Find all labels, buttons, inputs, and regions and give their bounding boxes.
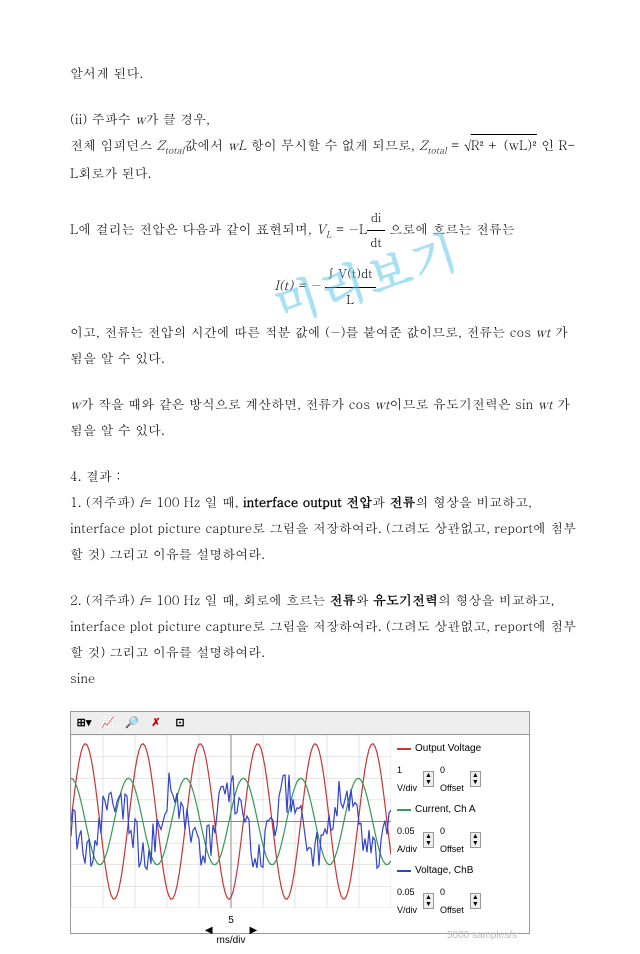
formula-it: I(t) = − ∫ V(t)dtL [70,262,580,312]
question-2: 2. (저주파) f= 100 Hz 일 때, 회로에 흐르는 전류와 유도기전… [70,587,580,691]
text: 이고, 전류는 전압의 시간에 따른 적분 값에 (−)를 붙여준 값이므로, … [70,322,535,341]
toolbar-graph-icon[interactable]: 📈 [99,714,117,732]
legend-label: Voltage, ChB [415,861,473,881]
bold-1: interface output 전압 [243,492,372,511]
var-w: w [70,394,81,413]
var-z2: Ztotal [419,135,447,154]
bold-2: 전류 [390,492,416,511]
legend-swatch-icon [397,748,411,750]
legend: Output Voltage 1V/div ▲▼ 0Offset ▲▼ Curr… [391,735,529,933]
text: 으로에 흐르는 전류는 [385,219,515,238]
text: 2. (저주파) [70,590,139,609]
toolbar-fit-icon[interactable]: ⊡ [171,714,189,732]
text: 과 [372,492,389,511]
samples-label: 5000 samples/s [397,924,523,948]
var-wt: wt [374,394,389,413]
legend-swatch-icon [397,809,411,811]
text: 가 작을 때와 같은 방식으로 계산하면, 전류가 cos [81,394,375,413]
plot-wrap: ◀ 5ms/div ▶ [71,735,391,933]
frac-didt: didt [367,206,385,256]
legend-item: Current, Ch A 0.05A/div ▲▼ 0Offset ▲▼ [397,800,523,858]
legend-item: Voltage, ChB 0.05V/div ▲▼ 0Offset ▲▼ [397,861,523,919]
var-wl: wL [228,135,247,154]
chart-toolbar: ⊞▾ 📈 🔎 ✗ ⊡ [70,711,530,734]
text: 전체 임피던스 [70,135,157,154]
chart-area: ◀ 5ms/div ▶ Output Voltage 1V/div ▲▼ 0Of… [70,734,530,934]
text: 와 [356,590,373,609]
text: 항이 무시할 수 없게 되므로, [246,135,419,154]
arrow-right-icon[interactable]: ▶ [249,921,257,941]
var-vl: VL [316,219,332,238]
toolbar-layout-icon[interactable]: ⊞▾ [75,714,93,732]
var-z: Ztotal [157,135,185,154]
xaxis-unit: ms/div [217,935,246,946]
para-3: L에 걸리는 전압은 다음과 같이 표현되며, VL = −Ldidt 으로에 … [70,206,580,371]
stepper[interactable]: ▲▼ [470,832,481,848]
section-4: 4. 결과 : 1. (저주파) f= 100 Hz 일 때, interfac… [70,463,580,567]
xaxis-value: 5 [228,915,234,926]
text: (ii) 주파수 [70,109,135,128]
eq: = [447,135,464,154]
legend-label: Current, Ch A [415,800,476,820]
text: = −L [332,219,368,238]
text: = 100 Hz 일 때, [144,492,243,511]
bold-4: 유도기전력 [373,590,438,609]
text: L에 걸리는 전압은 다음과 같이 표현되며, [70,219,316,238]
stepper[interactable]: ▲▼ [470,893,481,909]
sqrt-expr: R² + (wL)² [471,135,537,154]
text: 1. (저주파) [70,492,139,511]
var-wt2: wt [537,394,552,413]
arrow-left-icon[interactable]: ◀ [205,921,213,941]
text: 가 클 경우, [146,109,210,128]
para-2: (ii) 주파수 w가 클 경우, 전체 임피던스 Ztotal값에서 wL 항… [70,106,580,186]
stepper[interactable]: ▲▼ [423,771,434,787]
toolbar-close-icon[interactable]: ✗ [147,714,165,732]
text: 이므로 유도기전력은 sin [390,394,538,413]
var-wt: wt [535,322,550,341]
legend-label: Output Voltage [415,739,481,759]
heading-4: 4. 결과 : [70,463,580,489]
text: = 100 Hz 일 때, 회로에 흐르는 [144,590,330,609]
stepper[interactable]: ▲▼ [423,832,434,848]
toolbar-zoom-icon[interactable]: 🔎 [123,714,141,732]
text: 값에서 [184,135,227,154]
para-1: 알서게 된다. [70,60,580,86]
legend-item: Output Voltage 1V/div ▲▼ 0Offset ▲▼ [397,739,523,797]
para-4: w가 작을 때와 같은 방식으로 계산하면, 전류가 cos wt이므로 유도기… [70,391,580,443]
bold-3: 전류 [330,590,356,609]
var-w: w [135,109,146,128]
legend-swatch-icon [397,870,411,872]
sine-label: sine [70,665,580,691]
plot[interactable] [71,735,391,908]
stepper[interactable]: ▲▼ [423,893,434,909]
stepper[interactable]: ▲▼ [470,771,481,787]
x-axis-control: ◀ 5 ms/div ▶ [71,908,391,954]
